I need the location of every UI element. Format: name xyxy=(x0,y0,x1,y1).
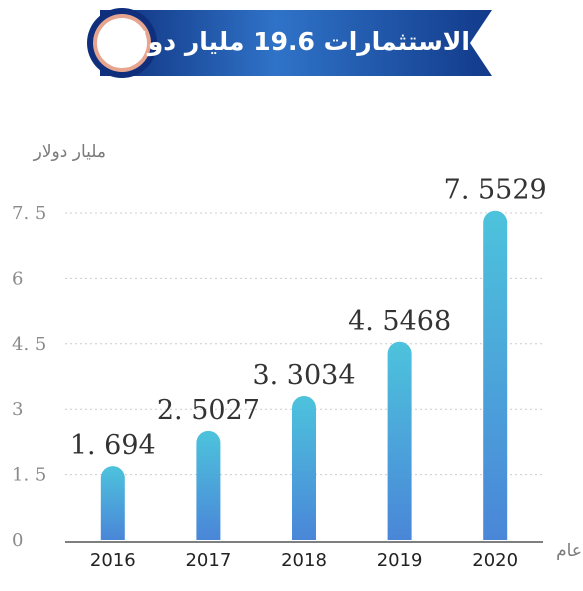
bar-2016 xyxy=(100,466,125,540)
x-tick-label: 2018 xyxy=(281,550,327,571)
data-label-2020: 7. 5529 xyxy=(444,175,547,206)
x-axis-label: عام xyxy=(556,541,582,561)
x-tick-label: 2019 xyxy=(377,550,423,571)
bar-2019 xyxy=(387,341,412,540)
title-banner xyxy=(87,8,492,78)
y-tick-label: 1. 5 xyxy=(12,465,46,486)
x-tick-label: 2017 xyxy=(185,550,231,571)
data-label-2016: 1. 694 xyxy=(70,430,156,461)
y-axis-label: مليار دولار xyxy=(33,142,106,162)
bar-2020 xyxy=(483,210,508,541)
banner-title: الاستثمارات 19.6 مليار دولار xyxy=(114,27,470,56)
y-tick-label: 7. 5 xyxy=(12,203,46,224)
banner-ribbon xyxy=(100,10,492,76)
y-tick-label: 4. 5 xyxy=(12,334,46,355)
data-label-2017: 2. 5027 xyxy=(157,395,260,426)
x-tick-label: 2016 xyxy=(90,550,136,571)
x-tick-label: 2020 xyxy=(472,550,518,571)
y-tick-label: 6 xyxy=(12,268,23,289)
data-label-2018: 3. 3034 xyxy=(252,360,355,391)
bar-2017 xyxy=(196,430,221,540)
bar-2018 xyxy=(292,395,316,540)
y-tick-label: 3 xyxy=(12,399,23,420)
banner-badge-inner xyxy=(97,18,147,68)
y-tick-label: 0 xyxy=(12,530,23,551)
data-label-2019: 4. 5468 xyxy=(348,306,451,337)
